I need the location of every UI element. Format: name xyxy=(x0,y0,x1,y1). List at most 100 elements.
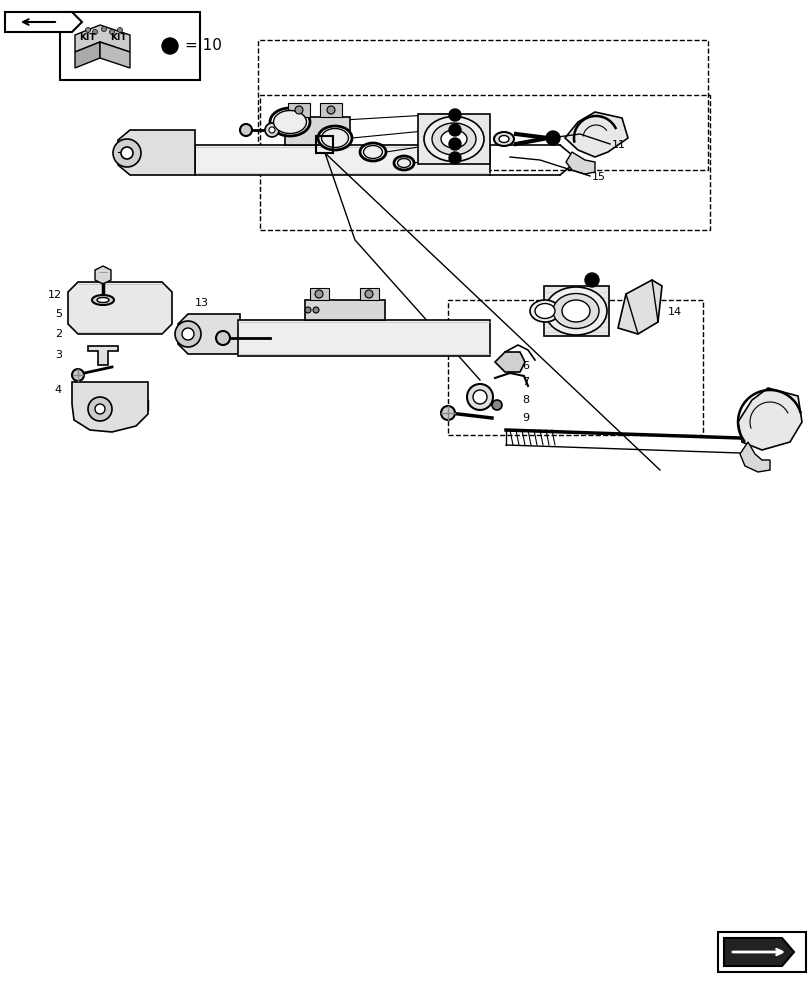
Circle shape xyxy=(584,273,599,287)
Polygon shape xyxy=(495,352,525,372)
Bar xyxy=(359,288,379,300)
Polygon shape xyxy=(617,280,661,334)
Ellipse shape xyxy=(561,300,590,322)
Circle shape xyxy=(305,307,311,313)
Circle shape xyxy=(448,138,461,150)
Circle shape xyxy=(121,147,133,159)
Circle shape xyxy=(109,29,114,34)
Circle shape xyxy=(88,397,112,421)
Bar xyxy=(418,114,489,164)
Bar xyxy=(60,12,200,80)
Text: 4: 4 xyxy=(55,385,62,395)
Circle shape xyxy=(240,124,251,136)
Ellipse shape xyxy=(363,145,382,158)
Circle shape xyxy=(312,307,319,313)
Circle shape xyxy=(473,390,487,404)
Text: KIT: KIT xyxy=(109,32,127,41)
Polygon shape xyxy=(723,938,793,966)
Ellipse shape xyxy=(92,295,114,305)
Ellipse shape xyxy=(552,294,599,328)
Text: 5: 5 xyxy=(55,309,62,319)
Ellipse shape xyxy=(273,110,306,133)
Ellipse shape xyxy=(423,116,483,161)
Ellipse shape xyxy=(393,156,414,170)
Text: 7: 7 xyxy=(521,377,529,387)
Bar xyxy=(717,932,805,972)
Polygon shape xyxy=(100,42,130,68)
Ellipse shape xyxy=(318,126,351,150)
Circle shape xyxy=(545,131,560,145)
Circle shape xyxy=(118,27,122,32)
Circle shape xyxy=(85,27,90,32)
Ellipse shape xyxy=(270,108,310,136)
Circle shape xyxy=(294,106,303,114)
Bar xyxy=(258,40,707,170)
Circle shape xyxy=(216,331,230,345)
Circle shape xyxy=(95,404,105,414)
Polygon shape xyxy=(739,442,769,472)
Ellipse shape xyxy=(544,287,607,335)
Polygon shape xyxy=(305,300,384,320)
Circle shape xyxy=(268,127,275,133)
Circle shape xyxy=(175,321,201,347)
Polygon shape xyxy=(285,117,350,145)
Polygon shape xyxy=(565,152,594,174)
Text: 3: 3 xyxy=(55,350,62,360)
Bar xyxy=(315,136,333,153)
Text: KIT: KIT xyxy=(79,32,95,41)
Circle shape xyxy=(448,124,461,136)
Ellipse shape xyxy=(97,298,109,302)
Circle shape xyxy=(113,139,141,167)
Bar xyxy=(288,103,310,117)
Circle shape xyxy=(101,26,106,31)
Circle shape xyxy=(264,123,279,137)
Ellipse shape xyxy=(534,304,554,318)
Text: 9: 9 xyxy=(521,413,529,423)
Text: 6: 6 xyxy=(521,361,528,371)
Ellipse shape xyxy=(321,128,348,147)
Polygon shape xyxy=(5,12,82,32)
Polygon shape xyxy=(737,388,801,450)
Circle shape xyxy=(182,328,194,340)
Text: 11: 11 xyxy=(611,140,625,150)
Ellipse shape xyxy=(530,300,560,322)
Bar xyxy=(260,95,709,230)
Bar xyxy=(320,103,341,117)
Polygon shape xyxy=(72,382,148,432)
Bar xyxy=(448,300,702,435)
Text: 13: 13 xyxy=(195,298,208,308)
Polygon shape xyxy=(238,320,489,356)
Ellipse shape xyxy=(440,130,466,148)
Polygon shape xyxy=(564,112,627,157)
Ellipse shape xyxy=(397,158,410,167)
Polygon shape xyxy=(75,25,130,52)
Text: 2: 2 xyxy=(55,329,62,339)
Circle shape xyxy=(327,106,335,114)
Circle shape xyxy=(448,109,461,121)
Ellipse shape xyxy=(493,132,513,146)
Polygon shape xyxy=(178,314,240,354)
Circle shape xyxy=(92,29,97,34)
Text: 14: 14 xyxy=(667,307,681,317)
Ellipse shape xyxy=(499,135,508,142)
Ellipse shape xyxy=(431,123,475,155)
Text: 15: 15 xyxy=(591,172,605,182)
Ellipse shape xyxy=(359,143,385,161)
Polygon shape xyxy=(195,145,489,175)
Circle shape xyxy=(448,152,461,164)
Polygon shape xyxy=(68,282,172,334)
Circle shape xyxy=(315,290,323,298)
Bar xyxy=(310,288,328,300)
Polygon shape xyxy=(95,266,111,284)
Text: = 10: = 10 xyxy=(185,38,221,53)
Bar xyxy=(543,286,608,336)
Circle shape xyxy=(162,38,178,54)
Circle shape xyxy=(466,384,492,410)
Circle shape xyxy=(440,406,454,420)
Text: 8: 8 xyxy=(521,395,529,405)
Polygon shape xyxy=(118,130,195,175)
Text: 12: 12 xyxy=(48,290,62,300)
Polygon shape xyxy=(88,346,118,365)
Circle shape xyxy=(491,400,501,410)
Circle shape xyxy=(365,290,372,298)
